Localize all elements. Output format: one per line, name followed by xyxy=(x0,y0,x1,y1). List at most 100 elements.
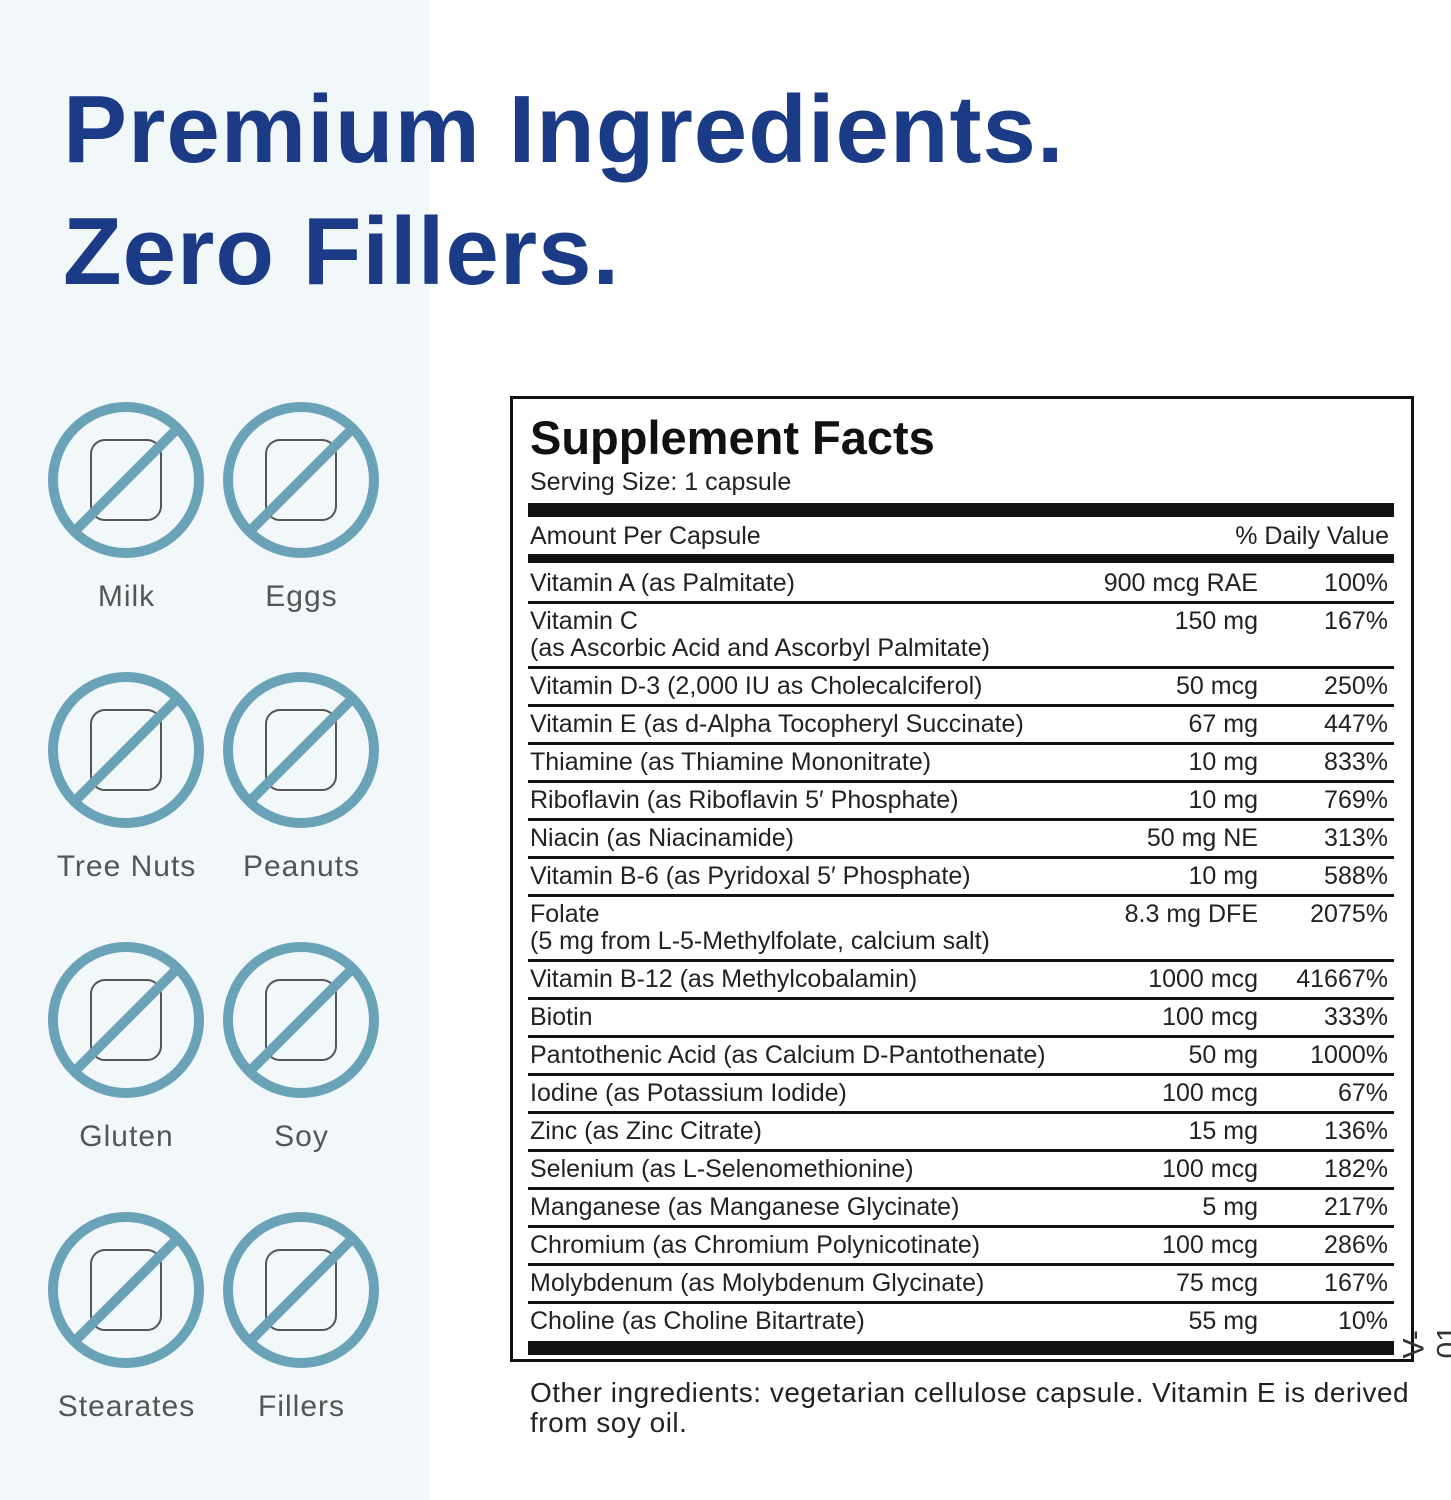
nutrient-dv: 250% xyxy=(1324,672,1388,700)
nutrient-amount: 55 mg xyxy=(1188,1307,1258,1335)
nutrient-amount: 5 mg xyxy=(1202,1193,1258,1221)
facts-row: Vitamin E (as d-Alpha Tocopheryl Succina… xyxy=(530,711,1388,746)
thick-rule xyxy=(528,503,1394,517)
medium-rule xyxy=(528,554,1394,563)
row-rule xyxy=(528,742,1394,745)
other-ingredients: Other ingredients: vegetarian cellulose … xyxy=(530,1377,1410,1438)
row-rule xyxy=(528,1035,1394,1038)
row-rule xyxy=(528,1301,1394,1304)
nutrient-dv: 313% xyxy=(1324,824,1388,852)
facts-row: Molybdenum (as Molybdenum Glycinate) 75 m… xyxy=(530,1270,1388,1305)
nutrient-dv: 136% xyxy=(1324,1117,1388,1145)
facts-row: Zinc (as Zinc Citrate) 15 mg 136% xyxy=(530,1118,1388,1153)
nutrient-dv: 447% xyxy=(1324,710,1388,738)
facts-row: Iodine (as Potassium Iodide) 100 mcg 67% xyxy=(530,1080,1388,1115)
allergen-label: Eggs xyxy=(265,580,338,613)
allergen-icon xyxy=(48,402,204,558)
allergen-label: Tree Nuts xyxy=(56,850,197,883)
row-rule xyxy=(528,997,1394,1000)
nutrient-name: Selenium (as L-Selenomethionine) xyxy=(530,1155,914,1183)
amount-header: Amount Per Capsule xyxy=(530,522,761,550)
nutrient-name: Vitamin B-12 (as Methylcobalamin) xyxy=(530,965,918,993)
nutrient-amount: 50 mcg xyxy=(1176,672,1258,700)
row-rule xyxy=(528,894,1394,897)
nutrient-name: Chromium (as Chromium Polynicotinate) xyxy=(530,1231,981,1259)
nutrient-amount: 10 mg xyxy=(1188,748,1258,776)
facts-row: Vitamin D-3 (2,000 IU as Cholecalciferol… xyxy=(530,673,1388,708)
facts-row: Riboflavin (as Riboflavin 5′ Phosphate) 1… xyxy=(530,787,1388,822)
facts-row: Choline (as Choline Bitartrate) 55 mg 10% xyxy=(530,1308,1388,1343)
allergen-icon xyxy=(48,942,204,1098)
allergen-label: Stearates xyxy=(57,1390,196,1423)
nutrient-amount: 10 mg xyxy=(1188,786,1258,814)
nutrient-dv: 833% xyxy=(1324,748,1388,776)
nutrient-amount: 100 mcg xyxy=(1162,1079,1258,1107)
nutrient-amount: 100 mcg xyxy=(1162,1231,1258,1259)
row-rule xyxy=(528,959,1394,962)
nutrient-dv: 286% xyxy=(1324,1231,1388,1259)
nutrient-name: Choline (as Choline Bitartrate) xyxy=(530,1307,865,1335)
nutrient-amount: 50 mg xyxy=(1188,1041,1258,1069)
facts-row: Vitamin B-12 (as Methylcobalamin) 1000 mc… xyxy=(530,966,1388,1001)
row-rule xyxy=(528,1073,1394,1076)
nutrient-dv: 217% xyxy=(1324,1193,1388,1221)
allergen-label: Fillers xyxy=(258,1390,345,1423)
nutrient-dv: 100% xyxy=(1324,569,1388,597)
nutrient-name: Vitamin C xyxy=(530,607,638,635)
facts-row: Folate (5 mg from L-5-Methylfolate, calci… xyxy=(530,901,1388,963)
facts-row: Pantothenic Acid (as Calcium D-Pantothen… xyxy=(530,1042,1388,1077)
facts-row: Selenium (as L-Selenomethionine) 100 mcg 1… xyxy=(530,1156,1388,1191)
nutrient-name: Riboflavin (as Riboflavin 5′ Phosphate) xyxy=(530,786,959,814)
allergen-icon xyxy=(48,1212,204,1368)
row-rule xyxy=(528,1225,1394,1228)
headline: Zero Fillers. xyxy=(63,198,621,305)
row-rule xyxy=(528,818,1394,821)
nutrient-amount: 900 mcg RAE xyxy=(1103,569,1258,597)
row-rule xyxy=(528,1111,1394,1114)
nutrient-detail: (5 mg from L-5-Methylfolate, calcium sal… xyxy=(530,927,990,955)
nutrient-name: Iodine (as Potassium Iodide) xyxy=(530,1079,847,1107)
nutrient-name: Vitamin A (as Palmitate) xyxy=(530,569,795,597)
nutrient-dv: 167% xyxy=(1324,1269,1388,1297)
facts-box xyxy=(510,396,1414,1362)
nutrient-name: Zinc (as Zinc Citrate) xyxy=(530,1117,762,1145)
facts-row: Manganese (as Manganese Glycinate) 5 mg 21… xyxy=(530,1194,1388,1229)
nutrient-dv: 167% xyxy=(1324,607,1388,635)
nutrient-amount: 75 mcg xyxy=(1176,1269,1258,1297)
nutrient-dv: 1000% xyxy=(1310,1041,1388,1069)
allergen-label: Gluten xyxy=(79,1120,174,1153)
nutrient-name: Manganese (as Manganese Glycinate) xyxy=(530,1193,960,1221)
facts-row: Vitamin A (as Palmitate) 900 mcg RAE 100% xyxy=(530,570,1388,605)
nutrient-dv: 588% xyxy=(1324,862,1388,890)
row-rule xyxy=(528,856,1394,859)
nutrient-amount: 150 mg xyxy=(1174,607,1258,635)
row-rule xyxy=(528,666,1394,669)
allergen-icon xyxy=(223,402,379,558)
nutrient-name: Biotin xyxy=(530,1003,593,1031)
nutrient-amount: 10 mg xyxy=(1188,862,1258,890)
facts-row: Vitamin C (as Ascorbic Acid and Ascorbyl … xyxy=(530,608,1388,670)
facts-row: Vitamin B-6 (as Pyridoxal 5′ Phosphate) 1… xyxy=(530,863,1388,898)
nutrient-amount: 15 mg xyxy=(1188,1117,1258,1145)
row-rule xyxy=(528,780,1394,783)
allergen-icon xyxy=(223,1212,379,1368)
nutrient-dv: 41667% xyxy=(1296,965,1388,993)
allergen-label: Milk xyxy=(97,580,156,613)
nutrient-name: Folate xyxy=(530,900,600,928)
nutrient-dv: 769% xyxy=(1324,786,1388,814)
version-code: V-01 xyxy=(1397,1325,1451,1359)
nutrient-name: Niacin (as Niacinamide) xyxy=(530,824,794,852)
nutrient-dv: 67% xyxy=(1337,1079,1388,1107)
allergen-icon xyxy=(48,672,204,828)
row-rule xyxy=(528,1263,1394,1266)
nutrient-detail: (as Ascorbic Acid and Ascorbyl Palmitate… xyxy=(530,634,990,662)
nutrient-name: Thiamine (as Thiamine Mononitrate) xyxy=(530,748,932,776)
nutrient-amount: 1000 mcg xyxy=(1148,965,1258,993)
nutrient-name: Vitamin B-6 (as Pyridoxal 5′ Phosphate) xyxy=(530,862,971,890)
row-rule xyxy=(528,704,1394,707)
nutrient-dv: 333% xyxy=(1324,1003,1388,1031)
nutrient-dv: 182% xyxy=(1324,1155,1388,1183)
facts-row: Niacin (as Niacinamide) 50 mg NE 313% xyxy=(530,825,1388,860)
nutrient-amount: 50 mg NE xyxy=(1146,824,1258,852)
dv-header: % Daily Value xyxy=(1235,522,1389,550)
